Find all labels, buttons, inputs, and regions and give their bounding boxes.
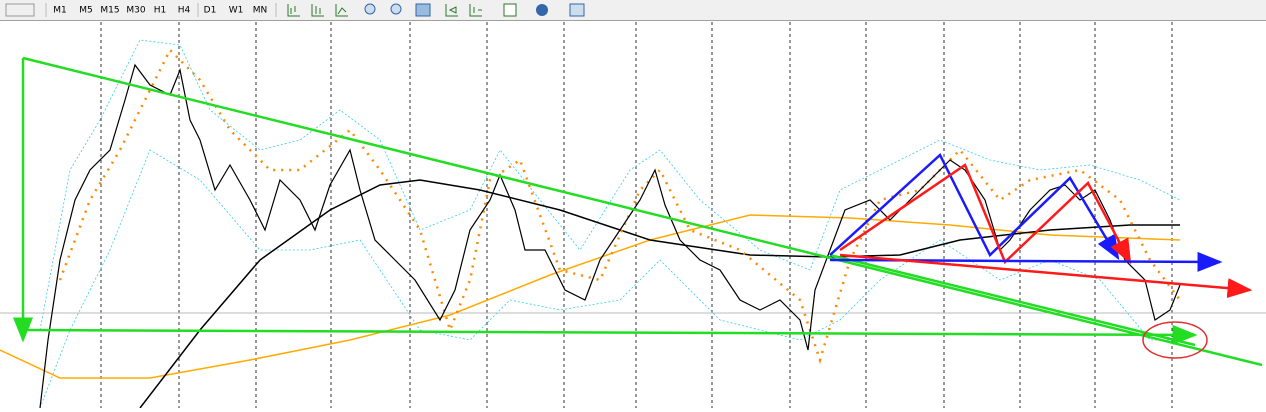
timeframe-button[interactable]: H4	[178, 6, 191, 16]
parabolic-sar	[58, 47, 1181, 365]
timeframe-button[interactable]: M15	[100, 6, 119, 16]
bollinger-bands	[39, 39, 1181, 409]
trend-lines	[13, 56, 1263, 367]
line-tool-button[interactable]	[5, 3, 35, 17]
timeframe-button[interactable]: M30	[126, 6, 145, 16]
neckline-red	[839, 253, 1253, 299]
toolbar-bg	[0, 0, 1266, 20]
grid	[100, 22, 1173, 408]
chart	[0, 22, 1266, 409]
timeframe-button[interactable]: MN	[253, 6, 268, 16]
indicator-buttons[interactable]	[503, 3, 585, 17]
timeframe-button[interactable]: M1	[53, 6, 67, 16]
moving-average-slow	[0, 214, 1181, 379]
timeframe-button[interactable]: D1	[204, 6, 217, 16]
moving-average-fast	[139, 179, 1180, 409]
timeframe-button[interactable]: W1	[229, 6, 244, 16]
toolbar: M1 M5 M15 M30 H1 H4 D1 W1 MN	[0, 0, 1266, 21]
timeframe-button[interactable]: M5	[79, 6, 93, 16]
timeframe-button[interactable]: H1	[154, 6, 167, 16]
highlight-circle	[1142, 321, 1208, 359]
wave-arrow-blue	[829, 152, 1120, 261]
zoom-buttons[interactable]	[364, 3, 431, 17]
scroll-buttons[interactable]	[445, 4, 482, 17]
price-series	[39, 63, 1181, 409]
chart-type-buttons[interactable]	[287, 4, 348, 17]
